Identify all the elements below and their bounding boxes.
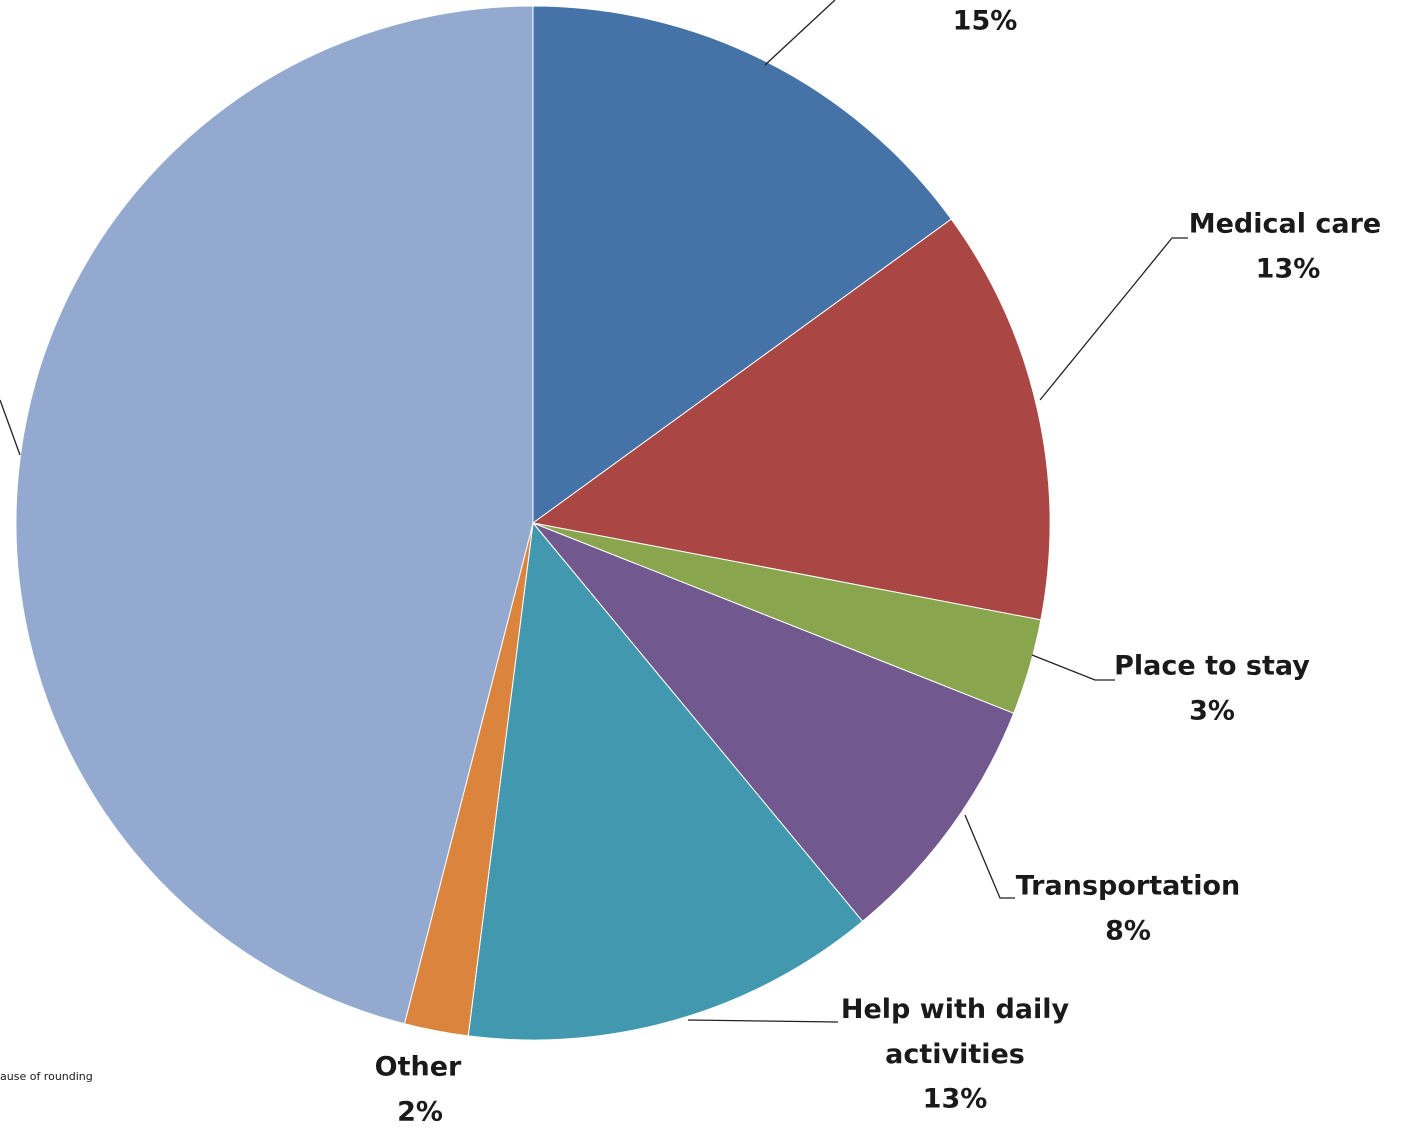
value-label: 13% — [923, 1084, 988, 1115]
value-label: 3% — [1189, 696, 1235, 727]
slice-label: Medical care — [1189, 209, 1382, 240]
leader-line — [1031, 654, 1115, 681]
label-line: activities — [885, 1039, 1025, 1070]
pie-slice — [15, 5, 534, 1025]
pie-slice — [532, 522, 1015, 923]
leader-line — [964, 814, 1015, 899]
slice-label: Place to stay — [1114, 651, 1310, 682]
leader-line — [687, 1019, 839, 1023]
label-line: Help with daily — [841, 994, 1070, 1025]
value-label: 15% — [953, 6, 1018, 37]
slice-label: Transportation — [1016, 871, 1241, 902]
slice-label: Other — [375, 1052, 462, 1083]
slice-label: Help with daily activities — [841, 994, 1070, 1070]
leader-line — [764, 0, 836, 66]
leader-line — [1039, 237, 1188, 401]
value-label: 2% — [397, 1097, 443, 1128]
leader-line — [0, 399, 21, 456]
value-label: 8% — [1105, 916, 1151, 947]
value-label: 13% — [1256, 254, 1321, 285]
footnote: ause of rounding — [0, 1070, 93, 1083]
pie-slice — [467, 521, 864, 1041]
pie-slice — [531, 218, 1051, 621]
